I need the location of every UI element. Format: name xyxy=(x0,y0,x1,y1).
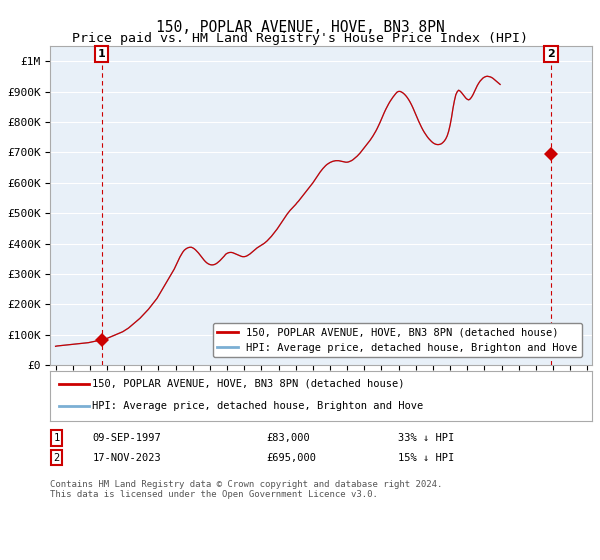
Text: 150, POPLAR AVENUE, HOVE, BN3 8PN (detached house): 150, POPLAR AVENUE, HOVE, BN3 8PN (detac… xyxy=(92,379,405,389)
Text: £83,000: £83,000 xyxy=(266,433,310,443)
Text: 2: 2 xyxy=(547,49,555,59)
Text: 17-NOV-2023: 17-NOV-2023 xyxy=(92,452,161,463)
Text: Contains HM Land Registry data © Crown copyright and database right 2024.
This d: Contains HM Land Registry data © Crown c… xyxy=(50,480,443,500)
Text: 15% ↓ HPI: 15% ↓ HPI xyxy=(398,452,455,463)
Legend: 150, POPLAR AVENUE, HOVE, BN3 8PN (detached house), HPI: Average price, detached: 150, POPLAR AVENUE, HOVE, BN3 8PN (detac… xyxy=(213,323,582,357)
Text: Price paid vs. HM Land Registry's House Price Index (HPI): Price paid vs. HM Land Registry's House … xyxy=(72,32,528,45)
Text: 1: 1 xyxy=(98,49,106,59)
Text: HPI: Average price, detached house, Brighton and Hove: HPI: Average price, detached house, Brig… xyxy=(92,401,424,411)
Text: £695,000: £695,000 xyxy=(266,452,316,463)
Text: 1: 1 xyxy=(53,433,59,443)
Text: 09-SEP-1997: 09-SEP-1997 xyxy=(92,433,161,443)
Text: 2: 2 xyxy=(53,452,59,463)
Text: 150, POPLAR AVENUE, HOVE, BN3 8PN: 150, POPLAR AVENUE, HOVE, BN3 8PN xyxy=(155,20,445,35)
Text: 33% ↓ HPI: 33% ↓ HPI xyxy=(398,433,455,443)
